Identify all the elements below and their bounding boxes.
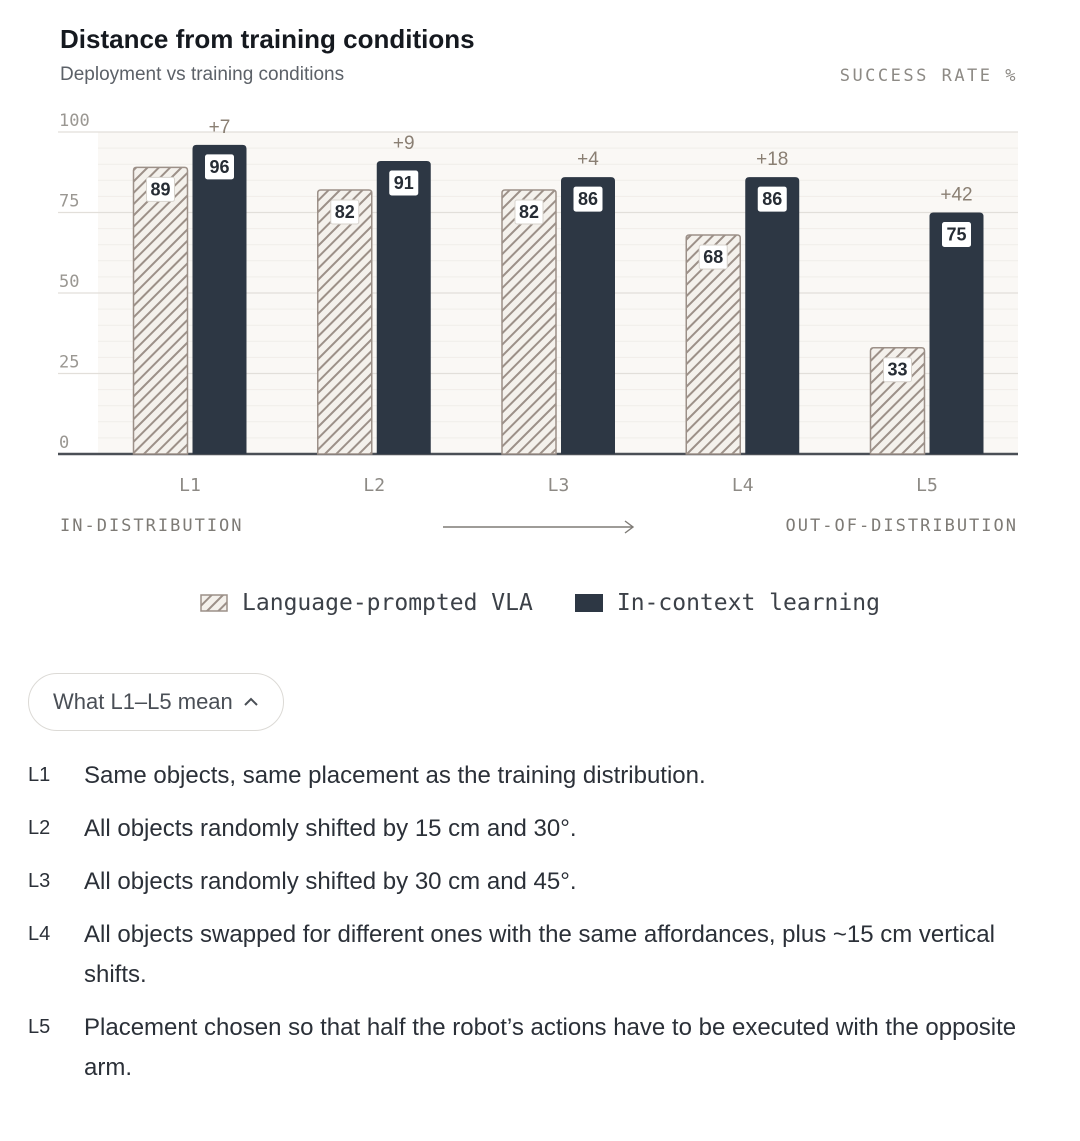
value-label-in-context-box — [942, 222, 971, 247]
chart-title: Distance from training conditions — [60, 24, 475, 54]
x-tick-label: L1 — [179, 475, 201, 496]
bar-in-context — [376, 160, 431, 455]
definition-text: All objects swapped for different ones w… — [84, 921, 995, 988]
value-label-vla-box — [514, 199, 544, 225]
definition-l2: L2 All objects randomly shifted by 15 cm… — [28, 813, 1058, 849]
definition-l4: L4 All objects swapped for different one… — [28, 919, 1058, 995]
legend-item-vla: Language-prompted VLA — [200, 590, 533, 616]
out-of-distribution-label: OUT-OF-DISTRIBUTION — [785, 516, 1018, 536]
bar-vla — [501, 189, 557, 455]
definition-key: L5 — [28, 1016, 51, 1038]
y-tick-label: 25 — [59, 353, 79, 373]
bar-vla — [317, 189, 373, 455]
value-label-in-context-box — [573, 186, 603, 212]
definition-l3: L3 All objects randomly shifted by 30 cm… — [28, 866, 1058, 902]
value-label-in-context-box — [205, 154, 234, 180]
legend-label-vla: Language-prompted VLA — [242, 590, 533, 616]
definition-text: All objects randomly shifted by 30 cm an… — [84, 868, 577, 895]
value-label-vla: 33 — [887, 360, 907, 380]
y-tick-label: 50 — [59, 272, 79, 292]
definition-text: All objects randomly shifted by 15 cm an… — [84, 815, 577, 842]
value-label-vla-box — [146, 176, 175, 202]
bar-vla — [132, 166, 189, 455]
legend-label-icl: In-context learning — [616, 590, 880, 616]
delta-label: +7 — [209, 117, 231, 138]
value-label-in-context-box — [757, 186, 787, 212]
value-label-vla-box — [330, 199, 360, 225]
y-tick-label: 0 — [59, 433, 69, 453]
y-tick-label: 100 — [59, 111, 90, 131]
delta-label: +42 — [940, 185, 972, 206]
delta-label: +9 — [393, 133, 415, 154]
value-label-in-context: 86 — [578, 189, 598, 209]
value-label-vla-box — [883, 357, 912, 383]
solid-swatch-icon — [574, 594, 603, 612]
definition-key: L2 — [28, 817, 51, 839]
value-label-vla: 82 — [335, 202, 355, 222]
x-tick-label: L4 — [732, 475, 754, 496]
definition-l1: L1 Same objects, same placement as the t… — [28, 760, 1058, 796]
value-label-in-context: 86 — [762, 189, 782, 209]
level-definitions: L1 Same objects, same placement as the t… — [28, 760, 1058, 1105]
bar-in-context — [192, 144, 247, 454]
hatched-swatch-icon — [200, 594, 228, 612]
definition-text: Placement chosen so that half the robot’… — [84, 1014, 1017, 1081]
value-label-vla: 82 — [519, 202, 539, 222]
legend-item-icl: In-context learning — [574, 590, 880, 616]
levels-toggle-label: What L1–L5 mean — [53, 689, 233, 714]
y-axis-label: SUCCESS RATE % — [839, 66, 1018, 86]
delta-label: +4 — [577, 149, 599, 170]
value-label-in-context: 91 — [394, 173, 414, 193]
in-distribution-label: IN-DISTRIBUTION — [60, 516, 244, 536]
value-label-vla: 68 — [703, 247, 723, 267]
levels-toggle-button[interactable]: What L1–L5 mean — [28, 673, 284, 731]
chevron-up-icon — [244, 697, 258, 706]
x-tick-label: L5 — [916, 475, 938, 496]
bar-in-context — [745, 177, 800, 454]
value-label-vla-box — [698, 244, 728, 270]
delta-label: +18 — [756, 149, 788, 170]
definition-key: L4 — [28, 923, 51, 945]
x-tick-label: L2 — [363, 475, 385, 496]
chart-subtitle: Deployment vs training conditions — [60, 64, 345, 85]
value-label-in-context: 96 — [209, 157, 229, 177]
value-label-vla: 89 — [150, 179, 170, 199]
value-label-in-context: 75 — [946, 225, 966, 245]
bar-chart: 0 25 50 75 100 89 96 +7 82 91 +9 82 86 +4 68 86 +18 33 75… — [58, 111, 1018, 496]
bar-in-context — [561, 177, 615, 454]
bar-vla — [685, 234, 741, 455]
value-label-in-context-box — [389, 170, 419, 196]
bar-in-context — [929, 212, 984, 454]
y-tick-label: 75 — [59, 192, 79, 212]
definition-key: L1 — [28, 764, 51, 786]
definition-l5: L5 Placement chosen so that half the rob… — [28, 1012, 1058, 1088]
definition-key: L3 — [28, 870, 51, 892]
x-tick-label: L3 — [548, 475, 570, 496]
arrow-right-icon — [443, 520, 635, 534]
definition-text: Same objects, same placement as the trai… — [84, 762, 706, 789]
chart-legend: Language-prompted VLA In-context learnin… — [0, 590, 1080, 616]
